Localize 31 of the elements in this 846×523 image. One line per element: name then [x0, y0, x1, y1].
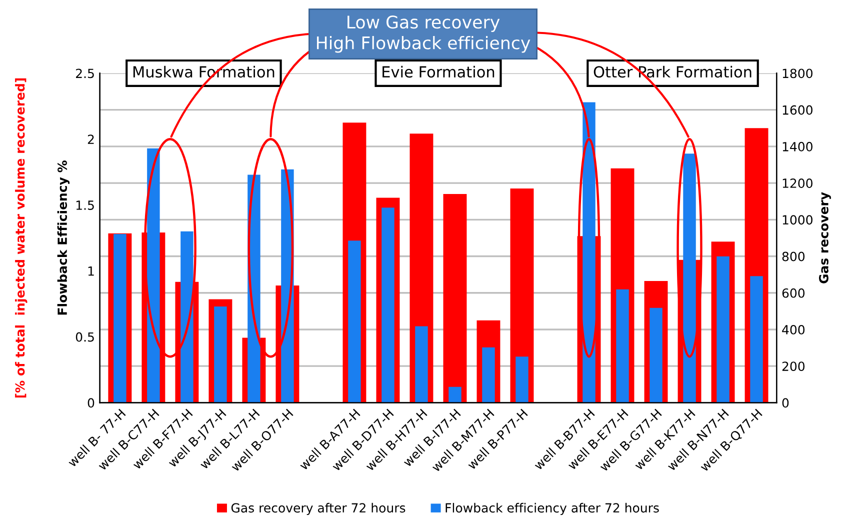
- bar: [448, 386, 462, 403]
- bar: [415, 326, 428, 403]
- y2-tick-label: 1600: [782, 105, 812, 115]
- y2-tick-label: 1000: [782, 215, 812, 225]
- y-tick-label: 1: [88, 266, 94, 276]
- y2-tick-label: 800: [782, 252, 805, 262]
- legend-label: Flowback efficiency after 72 hours: [446, 502, 659, 516]
- bar: [443, 194, 467, 403]
- y-tick-label: 0.5: [76, 332, 94, 342]
- y2-tick-label: 1200: [782, 178, 812, 188]
- bar: [750, 276, 763, 403]
- bar: [616, 289, 629, 403]
- y2-tick-label: 200: [782, 362, 805, 372]
- y-tick-label: 0: [88, 398, 94, 408]
- y2-tick-label: 1800: [782, 68, 812, 78]
- y2-tick-label: 600: [782, 288, 805, 298]
- annotation: Evie Formation: [382, 66, 494, 78]
- y-tick-label: 2.5: [76, 68, 94, 78]
- bar: [348, 240, 361, 403]
- y2-tick-label: 0: [782, 398, 789, 408]
- y-tick-label: 1.5: [76, 200, 94, 210]
- bar: [516, 356, 528, 403]
- y2-tick-label: 1400: [782, 142, 812, 152]
- y2-axis-title: Gas recovery: [818, 192, 831, 284]
- y-tick-label: 2: [88, 134, 94, 144]
- text: Low Gas recovery High Flowback efficiency: [316, 16, 530, 53]
- y2-tick-label: 400: [782, 324, 805, 334]
- legend-label: Gas recovery after 72 hours: [231, 502, 406, 516]
- y-axis-title: Flowback Efficiency %: [57, 160, 70, 315]
- text: [% of total injected water volume recovered]: [15, 78, 28, 398]
- bar: [482, 347, 495, 403]
